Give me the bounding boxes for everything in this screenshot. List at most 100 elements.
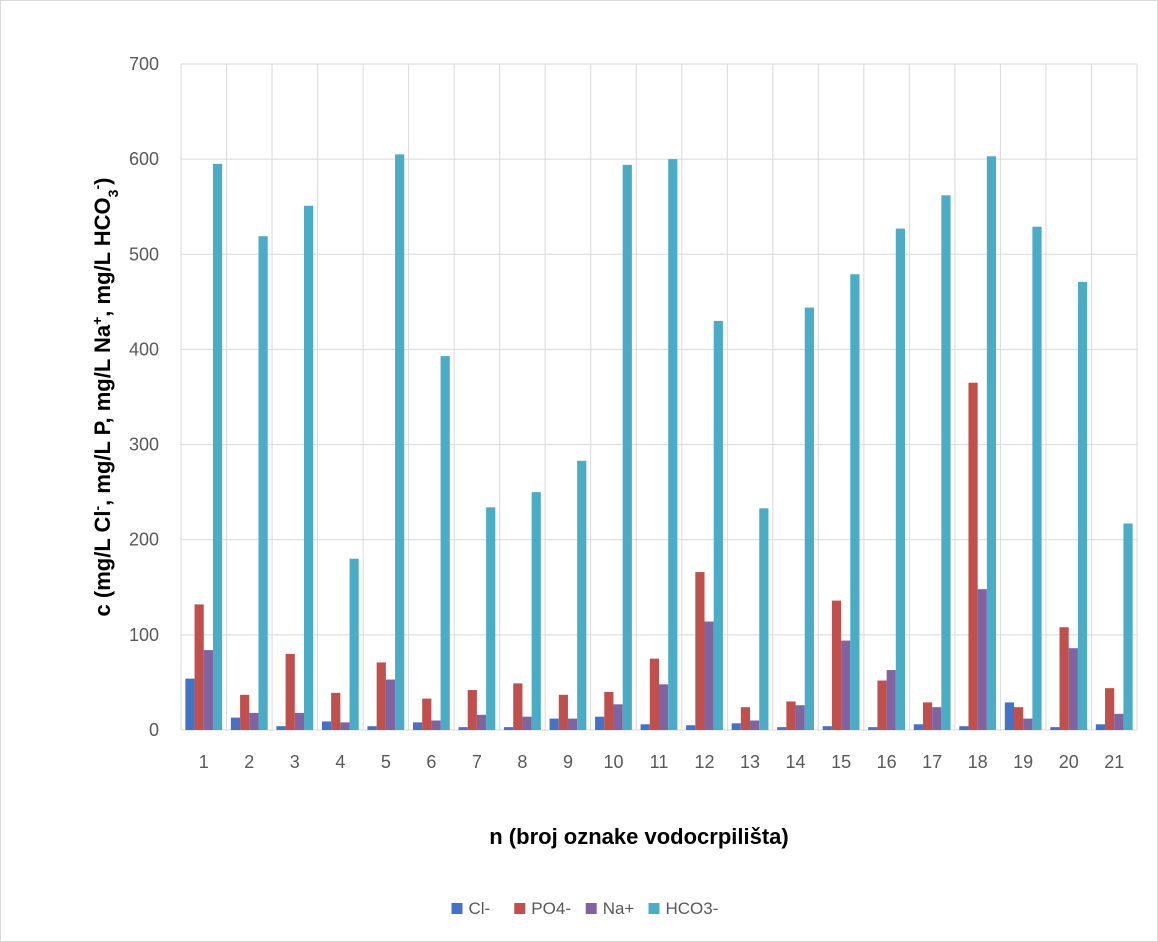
bar-Na+-5 [385, 679, 396, 730]
bar-HCO3--10 [622, 164, 632, 730]
bar-PO4--10 [604, 691, 614, 730]
bar-PO4--3 [285, 653, 295, 730]
bar-PO4--13 [740, 707, 751, 730]
y-tick-label: 700 [129, 54, 159, 74]
x-tick-label: 10 [603, 752, 623, 772]
bar-HCO3--8 [531, 492, 541, 730]
y-tick-label: 0 [149, 720, 159, 740]
x-tick-label: 9 [563, 752, 573, 772]
bar-Cl--10 [595, 716, 605, 730]
bar-Cl--6 [412, 722, 423, 730]
bar-PO4--21 [1105, 688, 1115, 730]
bar-HCO3--5 [395, 154, 405, 730]
bar-PO4--19 [1013, 707, 1024, 730]
y-tick-labels: 0 100 200 300 400 500 600 700 [129, 54, 159, 740]
legend-label: Na+ [603, 899, 635, 918]
bar-Na+-16 [886, 670, 896, 730]
bar-HCO3--3 [304, 205, 314, 730]
x-tick-label: 8 [517, 752, 527, 772]
bar-HCO3--20 [1077, 281, 1088, 730]
bar-HCO3--11 [668, 159, 678, 731]
y-tick-label: 600 [129, 149, 159, 169]
bar-PO4--20 [1059, 627, 1069, 730]
bar-HCO3--7 [486, 507, 496, 730]
bar-HCO3--15 [850, 274, 860, 730]
bar-Cl--8 [504, 727, 514, 730]
bar-Cl--3 [276, 726, 286, 730]
bar-Na+-6 [431, 720, 441, 730]
bar-Na+-17 [932, 707, 942, 730]
bar-Na+-3 [294, 712, 305, 730]
legend-label: HCO3- [666, 899, 719, 918]
bar-Cl--17 [913, 724, 923, 730]
bar-Cl--20 [1050, 727, 1060, 730]
bar-Cl--11 [640, 724, 650, 730]
x-axis-title: n (broj oznake vodocrpilišta) [489, 824, 788, 849]
bar-Na+-18 [977, 589, 987, 730]
bar-PO4--14 [786, 701, 796, 730]
bar-HCO3--4 [349, 558, 359, 730]
bar-Cl--21 [1095, 724, 1106, 730]
y-tick-label: 100 [129, 625, 159, 645]
bar-PO4--15 [831, 600, 842, 730]
bar-PO4--18 [968, 382, 978, 730]
bar-PO4--4 [331, 692, 341, 730]
bar-Cl--14 [777, 727, 787, 730]
bar-Na+-21 [1114, 713, 1124, 730]
bar-HCO3--19 [1032, 226, 1042, 731]
x-tick-label: 21 [1104, 752, 1124, 772]
x-tick-label: 3 [290, 752, 300, 772]
legend-swatch [648, 903, 660, 914]
bar-PO4--11 [649, 658, 659, 730]
x-tick-label: 16 [877, 752, 897, 772]
bar-Na+-15 [841, 640, 851, 730]
bar-Cl--12 [686, 725, 696, 730]
legend-label: Cl- [469, 899, 491, 918]
bar-Cl--13 [731, 723, 741, 730]
bar-Cl--2 [230, 717, 241, 730]
x-tick-label: 14 [786, 752, 806, 772]
x-tick-label: 17 [922, 752, 942, 772]
bar-PO4--7 [467, 690, 477, 730]
bar-HCO3--9 [577, 460, 587, 730]
bars [185, 154, 1133, 731]
bar-PO4--12 [695, 572, 705, 730]
x-tick-label: 15 [831, 752, 851, 772]
bar-Na+-11 [659, 684, 669, 730]
x-tick-label: 20 [1059, 752, 1079, 772]
bar-HCO3--18 [986, 156, 997, 730]
x-tick-label: 6 [426, 752, 436, 772]
bar-Cl--15 [822, 726, 832, 730]
x-tick-label: 7 [472, 752, 482, 772]
bar-Na+-14 [795, 705, 805, 730]
bar-HCO3--2 [258, 236, 268, 731]
bar-HCO3--17 [941, 195, 951, 731]
legend-swatch [585, 903, 597, 914]
legend: Cl- PO4- Na+ HCO3- [451, 899, 719, 918]
x-tick-label: 4 [335, 752, 345, 772]
bar-PO4--1 [194, 604, 204, 730]
bar-Na+-2 [249, 712, 259, 730]
bar-Na+-10 [613, 704, 623, 730]
bar-Na+-19 [1023, 718, 1033, 730]
x-tick-label: 1 [199, 752, 209, 772]
y-tick-label: 200 [129, 530, 159, 550]
bar-PO4--9 [558, 694, 568, 730]
bar-HCO3--6 [440, 356, 450, 730]
bar-PO4--16 [877, 680, 887, 730]
bar-Cl--18 [959, 726, 969, 730]
legend-swatch [451, 903, 463, 914]
y-tick-label: 400 [129, 339, 159, 359]
bar-HCO3--21 [1123, 523, 1133, 730]
bar-Cl--4 [321, 721, 332, 730]
bar-HCO3--1 [212, 163, 223, 730]
bar-PO4--5 [376, 662, 386, 730]
bar-Na+-8 [522, 716, 532, 730]
bar-PO4--8 [513, 683, 523, 730]
x-tick-label: 5 [381, 752, 391, 772]
legend-swatch [514, 903, 526, 914]
bar-Cl--16 [868, 727, 878, 730]
bar-Cl--9 [549, 718, 559, 730]
x-tick-label: 19 [1013, 752, 1033, 772]
